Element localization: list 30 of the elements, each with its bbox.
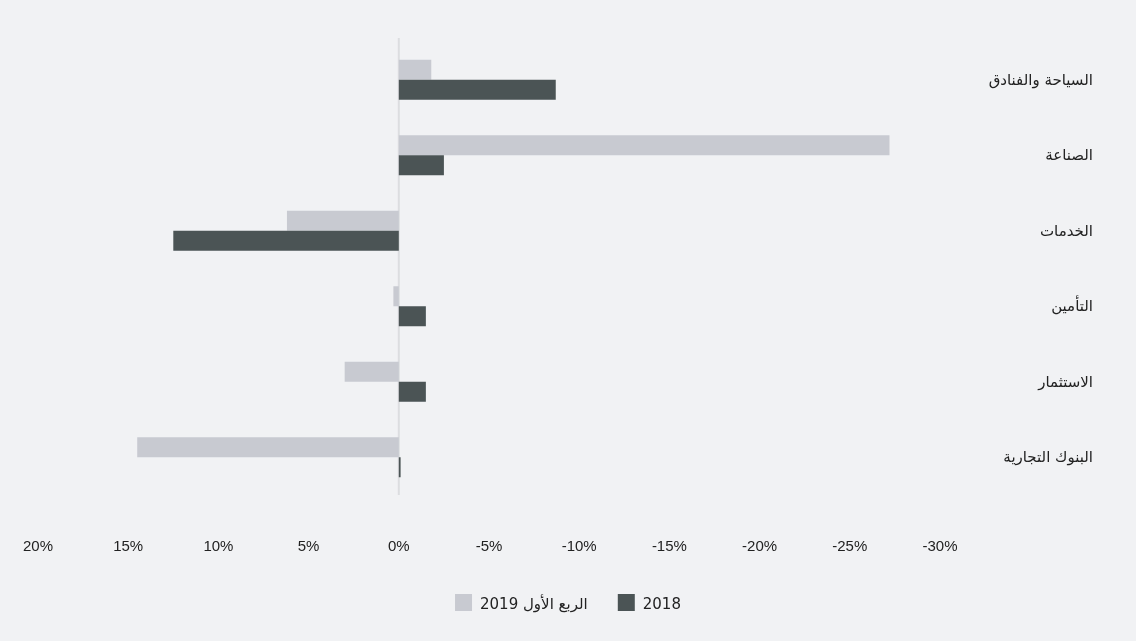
y-tick-label: التأمين <box>1051 295 1093 316</box>
bar <box>398 135 890 156</box>
x-tick-label: -30% <box>922 537 958 554</box>
y-tick-label: الخدمات <box>1039 221 1093 240</box>
bar <box>398 79 556 100</box>
x-tick-label: -25% <box>832 537 868 554</box>
legend-label: 2018 <box>642 595 681 613</box>
x-tick-label: 0% <box>387 537 410 554</box>
bar <box>173 230 399 251</box>
bar <box>398 381 426 402</box>
x-tick-label: -15% <box>651 537 687 554</box>
x-tick-label: 15% <box>113 537 144 554</box>
y-tick-label: البنوك التجارية <box>1003 448 1093 467</box>
bar <box>398 59 432 80</box>
bar <box>344 361 399 382</box>
y-tick-label: السياحة والفنادق <box>988 70 1093 89</box>
bar <box>137 437 399 458</box>
bar <box>393 286 399 307</box>
y-tick-label: الصناعة <box>1045 146 1093 165</box>
x-tick-label: -20% <box>742 537 778 554</box>
y-tick-label: الاستثمار <box>1037 372 1093 391</box>
bar <box>398 155 444 176</box>
bar <box>286 210 399 231</box>
x-tick-label: 10% <box>203 537 234 554</box>
x-tick-label: 5% <box>297 537 320 554</box>
x-tick-label: -10% <box>561 537 597 554</box>
x-tick-label: 20% <box>22 537 54 554</box>
bar <box>398 306 426 327</box>
x-tick-label: -5% <box>475 537 503 554</box>
legend-label: الربع الأول 2019 <box>480 594 588 613</box>
